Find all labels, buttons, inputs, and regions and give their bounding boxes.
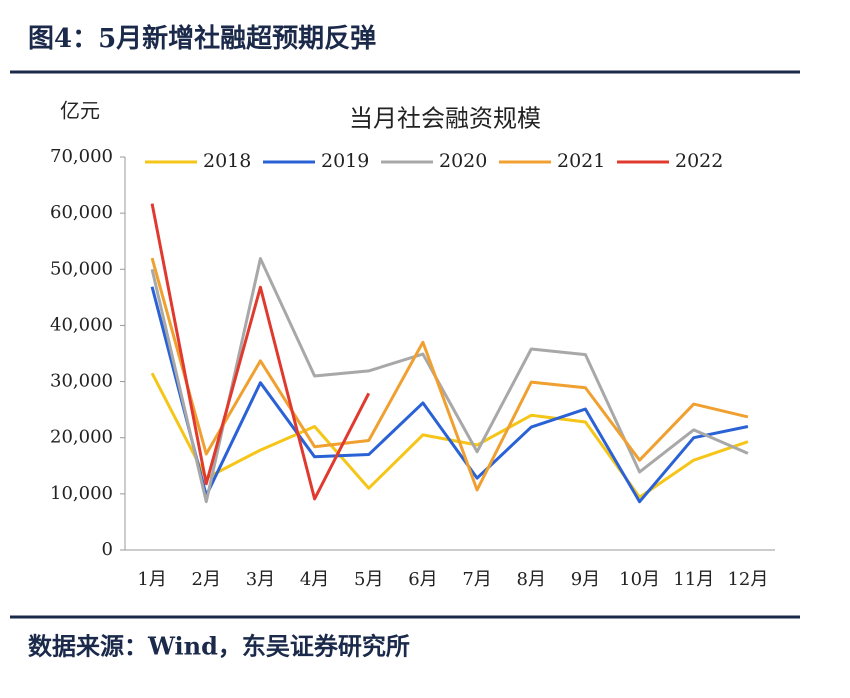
y-unit: 亿元 bbox=[60, 99, 100, 123]
series-line bbox=[150, 286, 749, 504]
y-tick-label: 30,000 bbox=[50, 371, 113, 392]
x-tick-label: 9月 bbox=[571, 569, 600, 590]
series-line bbox=[150, 257, 749, 492]
x-tick-label: 5月 bbox=[354, 569, 383, 590]
x-tick-label: 2月 bbox=[192, 569, 221, 590]
y-tick-label: 40,000 bbox=[50, 314, 113, 335]
y-tick-label: 20,000 bbox=[50, 427, 113, 448]
legend-label: 2022 bbox=[675, 150, 723, 172]
legend-label: 2019 bbox=[321, 150, 369, 172]
x-tick-label: 1月 bbox=[137, 569, 166, 590]
x-tick-label: 11月 bbox=[673, 569, 714, 590]
y-tick-label: 0 bbox=[102, 539, 113, 560]
x-tick-label: 3月 bbox=[246, 569, 275, 590]
x-tick-label: 8月 bbox=[517, 569, 546, 590]
header-title: 图4：5月新增社融超预期反弹 bbox=[28, 23, 376, 54]
footer-source: 数据来源：Wind，东吴证券研究所 bbox=[28, 632, 410, 661]
legend-label: 2018 bbox=[203, 150, 251, 172]
x-tick-label: 6月 bbox=[408, 569, 437, 590]
y-tick-label: 10,000 bbox=[50, 483, 113, 504]
x-tick-label: 12月 bbox=[727, 569, 768, 590]
x-tick-label: 7月 bbox=[462, 569, 491, 590]
x-tick-label: 4月 bbox=[300, 569, 329, 590]
legend-label: 2021 bbox=[557, 150, 605, 172]
series-line bbox=[150, 203, 371, 501]
x-tick-label: 10月 bbox=[619, 569, 660, 590]
chart-title: 当月社会融资规模 bbox=[349, 105, 541, 133]
legend-label: 2020 bbox=[439, 150, 487, 172]
y-tick-label: 70,000 bbox=[50, 146, 113, 167]
y-tick-label: 60,000 bbox=[50, 202, 113, 223]
y-tick-label: 50,000 bbox=[50, 258, 113, 279]
series-line bbox=[150, 257, 749, 504]
